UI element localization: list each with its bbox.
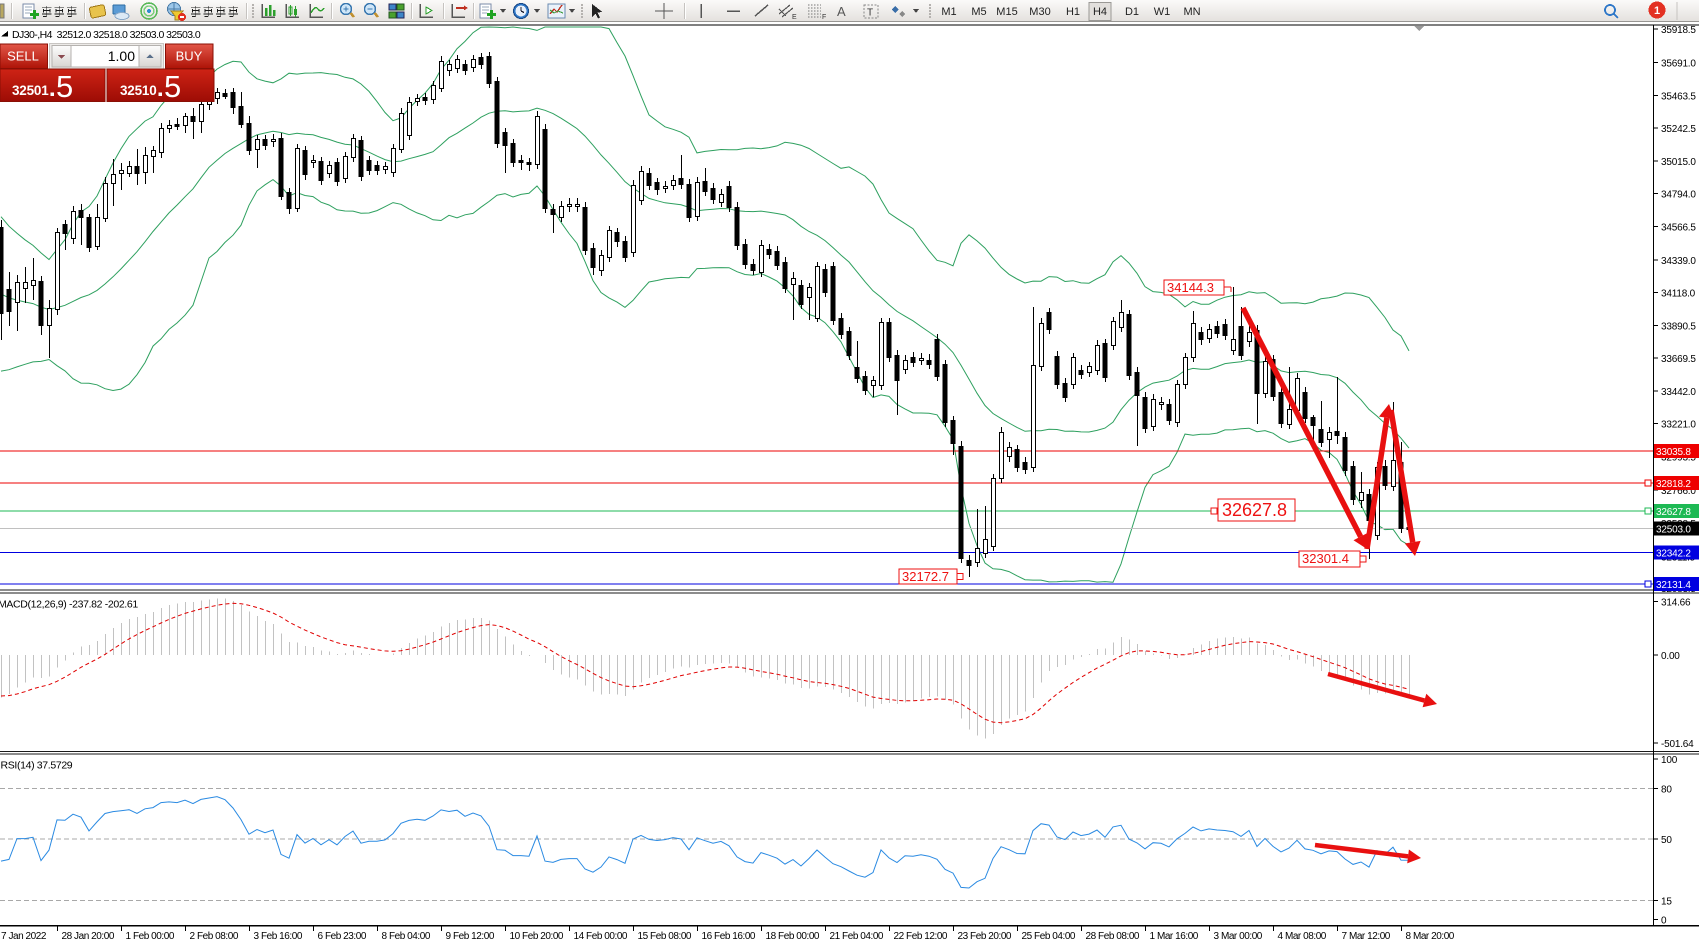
svg-text:M1: M1 bbox=[941, 6, 956, 18]
svg-text:-501.64: -501.64 bbox=[1661, 739, 1694, 750]
svg-text:32342.2: 32342.2 bbox=[1656, 548, 1691, 559]
svg-text:10 Feb 20:00: 10 Feb 20:00 bbox=[510, 931, 564, 942]
svg-text:34118.0: 34118.0 bbox=[1661, 288, 1696, 299]
svg-text:33669.5: 33669.5 bbox=[1661, 354, 1696, 365]
svg-text:35918.5: 35918.5 bbox=[1661, 25, 1696, 36]
svg-text:25 Feb 04:00: 25 Feb 04:00 bbox=[1022, 931, 1076, 942]
svg-text:1 Feb 00:00: 1 Feb 00:00 bbox=[126, 931, 175, 942]
svg-text:18 Feb 00:00: 18 Feb 00:00 bbox=[766, 931, 820, 942]
svg-text:32503.0: 32503.0 bbox=[1656, 525, 1691, 536]
svg-text:1: 1 bbox=[1654, 5, 1660, 17]
svg-text:DJ30-,H4 32512.0 32518.0 3250: DJ30-,H4 32512.0 32518.0 32503.0 32503.0 bbox=[12, 29, 201, 41]
svg-text:8 Feb 04:00: 8 Feb 04:00 bbox=[382, 931, 431, 942]
svg-text:35691.0: 35691.0 bbox=[1661, 58, 1696, 69]
svg-text:32172.7: 32172.7 bbox=[902, 569, 949, 584]
svg-text:M5: M5 bbox=[971, 6, 986, 18]
svg-text:35015.0: 35015.0 bbox=[1661, 157, 1696, 168]
svg-text:SELL: SELL bbox=[7, 49, 39, 64]
svg-text:RSI(14) 37.5729: RSI(14) 37.5729 bbox=[1, 760, 73, 772]
svg-text:0: 0 bbox=[1661, 916, 1667, 927]
svg-text:32510: 32510 bbox=[120, 83, 157, 98]
svg-text:W1: W1 bbox=[1154, 6, 1171, 18]
svg-text:8 Mar 20:00: 8 Mar 20:00 bbox=[1406, 931, 1455, 942]
svg-text:32301.4: 32301.4 bbox=[1302, 551, 1349, 566]
svg-text:32501: 32501 bbox=[12, 83, 49, 98]
svg-text:32131.4: 32131.4 bbox=[1656, 580, 1691, 591]
svg-text:21 Feb 04:00: 21 Feb 04:00 bbox=[830, 931, 884, 942]
svg-text:MN: MN bbox=[1183, 6, 1200, 18]
svg-text:16 Feb 16:00: 16 Feb 16:00 bbox=[702, 931, 756, 942]
svg-text:H1: H1 bbox=[1066, 6, 1080, 18]
svg-text:22 Feb 12:00: 22 Feb 12:00 bbox=[894, 931, 948, 942]
svg-text:6 Feb 23:00: 6 Feb 23:00 bbox=[318, 931, 367, 942]
svg-text:28 Feb 08:00: 28 Feb 08:00 bbox=[1086, 931, 1140, 942]
svg-text:0.00: 0.00 bbox=[1661, 651, 1680, 662]
svg-text:5: 5 bbox=[56, 69, 73, 104]
svg-text:H4: H4 bbox=[1093, 6, 1107, 18]
svg-text:M15: M15 bbox=[996, 6, 1017, 18]
svg-text:34339.0: 34339.0 bbox=[1661, 256, 1696, 267]
svg-text:15 Feb 08:00: 15 Feb 08:00 bbox=[638, 931, 692, 942]
svg-text:314.66: 314.66 bbox=[1661, 597, 1691, 608]
svg-text:23 Feb 20:00: 23 Feb 20:00 bbox=[958, 931, 1012, 942]
svg-text:32818.2: 32818.2 bbox=[1656, 479, 1691, 490]
svg-text:34144.3: 34144.3 bbox=[1167, 280, 1214, 295]
svg-text:32766.0: 32766.0 bbox=[1661, 486, 1696, 497]
svg-text:MACD(12,26,9) -237.82 -202.61: MACD(12,26,9) -237.82 -202.61 bbox=[0, 599, 138, 611]
svg-text:32627.8: 32627.8 bbox=[1222, 500, 1287, 520]
svg-text:32627.8: 32627.8 bbox=[1656, 507, 1691, 518]
svg-text:3 Feb 16:00: 3 Feb 16:00 bbox=[254, 931, 303, 942]
svg-text:35242.5: 35242.5 bbox=[1661, 124, 1696, 135]
svg-text:M30: M30 bbox=[1029, 6, 1050, 18]
svg-text:33221.0: 33221.0 bbox=[1661, 419, 1696, 430]
svg-text:7 Mar 12:00: 7 Mar 12:00 bbox=[1342, 931, 1391, 942]
svg-text:80: 80 bbox=[1661, 785, 1672, 796]
svg-text:33890.5: 33890.5 bbox=[1661, 322, 1696, 333]
svg-text:F: F bbox=[822, 14, 826, 21]
svg-text:D1: D1 bbox=[1125, 6, 1139, 18]
svg-text:5: 5 bbox=[164, 69, 181, 104]
svg-text:33035.8: 33035.8 bbox=[1656, 447, 1691, 458]
svg-text:T: T bbox=[867, 8, 873, 19]
svg-text:BUY: BUY bbox=[176, 49, 203, 64]
svg-text:15: 15 bbox=[1661, 897, 1672, 908]
svg-text:9 Feb 12:00: 9 Feb 12:00 bbox=[446, 931, 495, 942]
svg-text:3 Mar 00:00: 3 Mar 00:00 bbox=[1214, 931, 1263, 942]
svg-text:32993.5: 32993.5 bbox=[1661, 453, 1696, 464]
svg-text:34794.0: 34794.0 bbox=[1661, 189, 1696, 200]
svg-text:7 Jan 2022: 7 Jan 2022 bbox=[1, 931, 47, 942]
svg-text:A: A bbox=[837, 4, 846, 19]
svg-text:2 Feb 08:00: 2 Feb 08:00 bbox=[190, 931, 239, 942]
svg-text:1.00: 1.00 bbox=[108, 48, 135, 64]
svg-text:E: E bbox=[792, 14, 797, 21]
svg-text:28 Jan 20:00: 28 Jan 20:00 bbox=[62, 931, 115, 942]
svg-text:4 Mar 08:00: 4 Mar 08:00 bbox=[1278, 931, 1327, 942]
svg-text:35463.5: 35463.5 bbox=[1661, 92, 1696, 103]
svg-text:34566.5: 34566.5 bbox=[1661, 223, 1696, 234]
svg-text:1 Mar 16:00: 1 Mar 16:00 bbox=[1150, 931, 1199, 942]
svg-text:100: 100 bbox=[1661, 755, 1678, 766]
svg-text:50: 50 bbox=[1661, 835, 1672, 846]
svg-text:14 Feb 00:00: 14 Feb 00:00 bbox=[574, 931, 628, 942]
svg-text:33442.0: 33442.0 bbox=[1661, 387, 1696, 398]
